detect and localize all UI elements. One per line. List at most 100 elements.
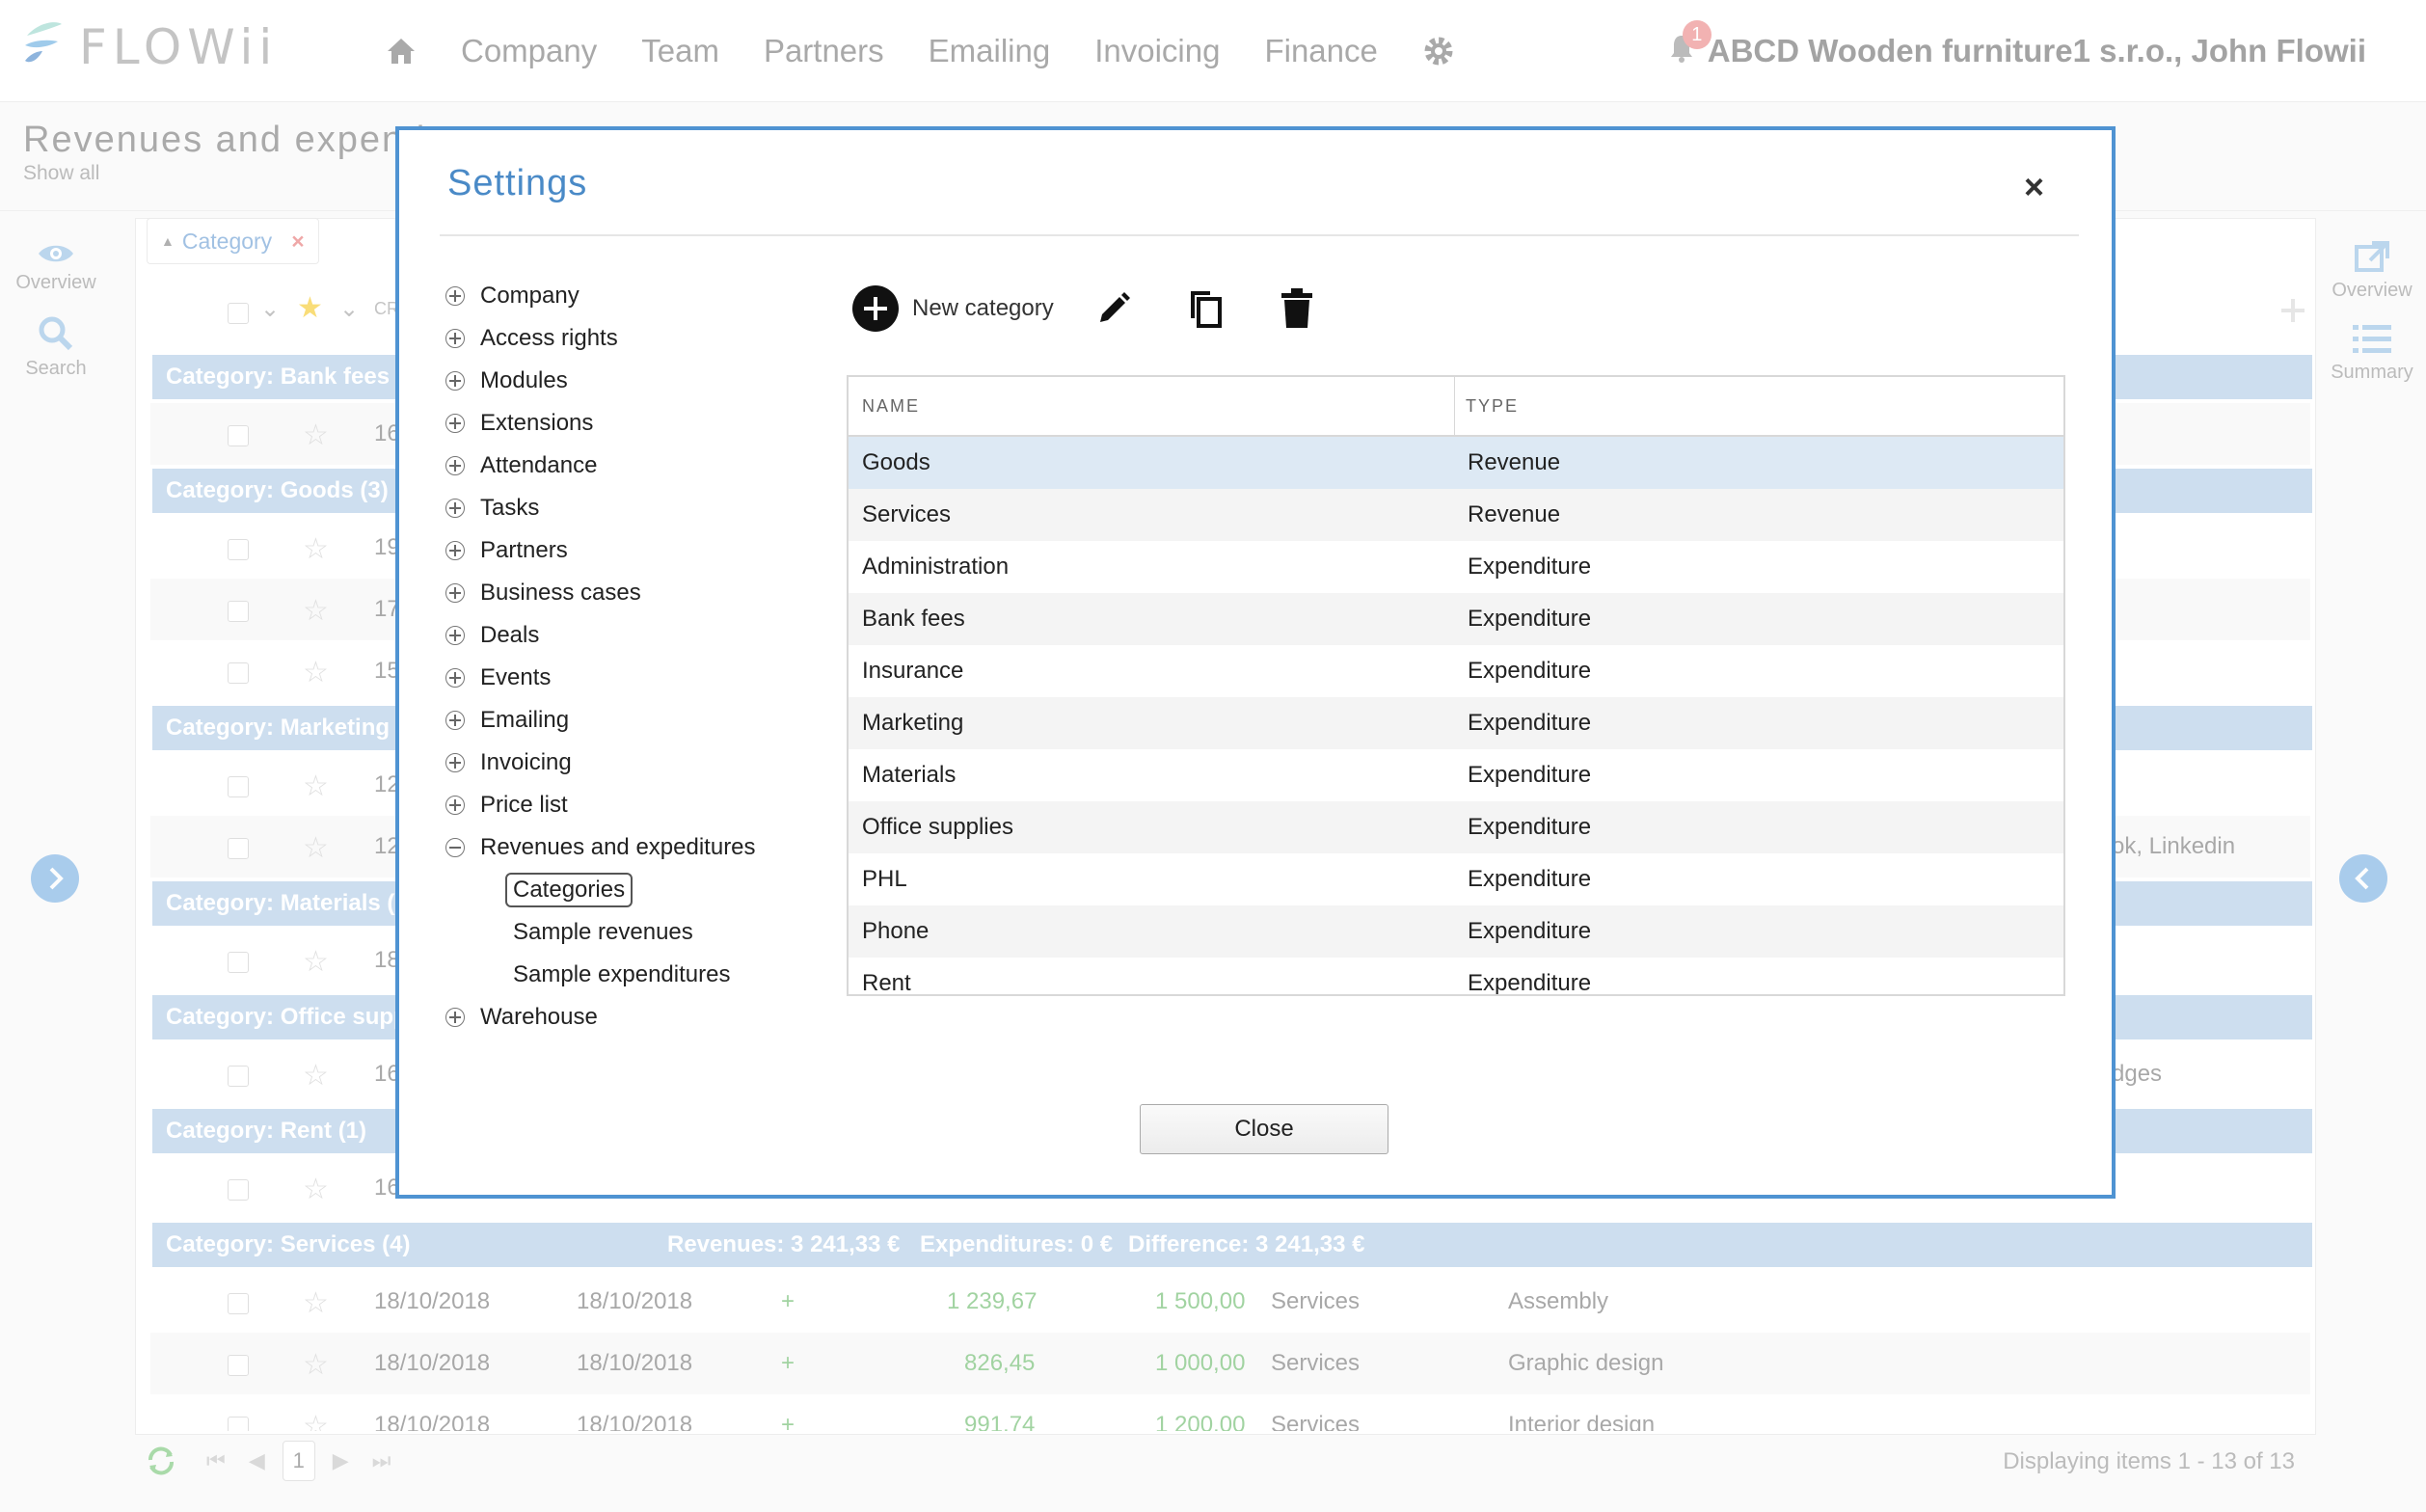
star-icon[interactable]: ☆ (303, 595, 329, 627)
table-row[interactable]: Services Revenue (849, 489, 2063, 541)
expand-icon[interactable] (445, 371, 465, 391)
expand-icon[interactable] (445, 668, 465, 688)
row-checkbox[interactable] (228, 425, 249, 446)
column-header-type[interactable]: TYPE (1466, 396, 1520, 416)
tree-item-warehouse[interactable]: Warehouse (445, 996, 756, 1039)
logo[interactable]: FLOWii (21, 14, 278, 81)
summary-tool[interactable]: Summary (2318, 323, 2426, 384)
row-checkbox[interactable] (228, 662, 249, 684)
nav-partners[interactable]: Partners (763, 32, 884, 68)
row-checkbox[interactable] (228, 838, 249, 859)
tree-item-extensions[interactable]: Extensions (445, 402, 756, 445)
star-icon[interactable]: ☆ (303, 770, 329, 802)
table-row[interactable]: ☆ 18/10/2018 18/10/2018 + 1 239,67 1 500… (150, 1271, 2310, 1333)
row-checkbox[interactable] (228, 1179, 249, 1201)
row-checkbox[interactable] (228, 1066, 249, 1087)
gear-icon[interactable] (1422, 35, 1455, 68)
refresh-icon[interactable] (145, 1446, 177, 1475)
close-icon[interactable]: × (2023, 167, 2044, 206)
chevron-down-icon[interactable]: ⌄ (339, 296, 360, 322)
tree-item-tasks[interactable]: Tasks (445, 487, 756, 529)
delete-button[interactable] (1280, 287, 1314, 330)
table-row[interactable]: Marketing Expenditure (849, 697, 2063, 749)
star-icon[interactable]: ☆ (303, 1349, 329, 1381)
table-row[interactable]: Insurance Expenditure (862, 658, 1592, 684)
star-icon[interactable]: ☆ (303, 1060, 329, 1092)
expand-icon[interactable] (445, 711, 465, 730)
table-row[interactable]: Rent Expenditure (862, 970, 1592, 996)
star-icon[interactable]: ☆ (303, 1174, 329, 1205)
tree-item-modules[interactable]: Modules (445, 360, 756, 402)
row-checkbox[interactable] (228, 539, 249, 560)
row-checkbox[interactable] (228, 1293, 249, 1314)
tree-item-sample-expenditures[interactable]: Sample expenditures (513, 961, 731, 987)
expand-icon[interactable] (445, 626, 465, 645)
tree-item-invoicing[interactable]: Invoicing (445, 742, 756, 784)
table-row[interactable]: Office supplies Expenditure (849, 801, 2063, 853)
table-row[interactable]: Bank fees Expenditure (849, 593, 2063, 645)
row-checkbox[interactable] (228, 1417, 249, 1431)
expand-right-button[interactable] (2339, 854, 2387, 903)
search-tool[interactable]: Search (0, 315, 112, 380)
prev-page-icon[interactable]: ◀ (248, 1448, 265, 1472)
row-checkbox[interactable] (228, 1355, 249, 1376)
show-all-link[interactable]: Show all (23, 162, 100, 184)
nav-team[interactable]: Team (641, 32, 719, 68)
row-checkbox[interactable] (228, 601, 249, 622)
nav-emailing[interactable]: Emailing (928, 32, 1051, 68)
expand-icon[interactable] (445, 414, 465, 433)
row-checkbox[interactable] (228, 776, 249, 797)
add-icon[interactable] (2279, 297, 2306, 324)
tree-item-price-list[interactable]: Price list (445, 784, 756, 826)
star-icon[interactable]: ☆ (303, 946, 329, 978)
tree-item-revenues-expeditures[interactable]: Revenues and expeditures (445, 826, 756, 869)
last-page-icon[interactable]: ⏭ (371, 1448, 391, 1472)
expand-left-button[interactable] (31, 854, 79, 903)
group-header-services[interactable]: Category: Services (4) Revenues: 3 241,3… (152, 1223, 2312, 1267)
right-overview-tool[interactable]: Overview (2318, 239, 2426, 302)
nav-company[interactable]: Company (461, 32, 598, 68)
expand-icon[interactable] (445, 1008, 465, 1027)
copy-button[interactable] (1187, 287, 1226, 330)
nav-invoicing[interactable]: Invoicing (1094, 32, 1221, 68)
next-page-icon[interactable]: ▶ (332, 1448, 349, 1472)
star-icon[interactable]: ☆ (303, 657, 329, 688)
expand-icon[interactable] (445, 456, 465, 475)
table-row[interactable]: ☆ 18/10/2018 18/10/2018 + 826,45 1 000,0… (150, 1333, 2310, 1394)
first-page-icon[interactable]: ⏮ (206, 1448, 226, 1472)
company-user[interactable]: ABCD Wooden furniture1 s.r.o., John Flow… (1707, 32, 2366, 68)
table-row[interactable]: Materials Expenditure (862, 762, 1592, 788)
table-row[interactable]: Phone Expenditure (849, 905, 2063, 958)
select-all-checkbox[interactable] (228, 303, 249, 324)
table-row[interactable]: Goods Revenue (849, 437, 2063, 489)
expand-icon[interactable] (445, 499, 465, 518)
collapse-icon[interactable] (445, 838, 465, 857)
tree-item-business-cases[interactable]: Business cases (445, 572, 756, 614)
table-row[interactable]: PHL Expenditure (862, 866, 1592, 892)
star-icon[interactable]: ☆ (303, 1287, 329, 1319)
page-number[interactable]: 1 (282, 1441, 315, 1481)
table-row[interactable]: Administration Expenditure (862, 554, 1592, 580)
row-checkbox[interactable] (228, 952, 249, 973)
expand-icon[interactable] (445, 753, 465, 772)
star-icon[interactable]: ☆ (303, 832, 329, 864)
column-header-fragment[interactable]: CR (374, 299, 399, 318)
tree-item-attendance[interactable]: Attendance (445, 445, 756, 487)
expand-icon[interactable] (445, 286, 465, 306)
tree-item-sample-revenues[interactable]: Sample revenues (513, 919, 693, 945)
expand-icon[interactable] (445, 329, 465, 348)
tree-item-partners[interactable]: Partners (445, 529, 756, 572)
chevron-down-icon[interactable]: ⌄ (260, 296, 281, 322)
edit-button[interactable] (1094, 289, 1133, 328)
expand-icon[interactable] (445, 541, 465, 560)
category-filter-chip[interactable]: ▲ Category × (147, 218, 319, 264)
tree-item-company[interactable]: Company (445, 275, 756, 317)
tree-item-access-rights[interactable]: Access rights (445, 317, 756, 360)
star-icon[interactable]: ☆ (303, 533, 329, 565)
new-category-button[interactable]: New category (852, 285, 1054, 332)
star-icon[interactable]: ☆ (303, 1411, 329, 1431)
tree-item-categories[interactable]: Categories (445, 869, 756, 911)
tree-item-deals[interactable]: Deals (445, 614, 756, 657)
home-icon[interactable] (386, 37, 417, 66)
table-row[interactable]: ☆ 18/10/2018 18/10/2018 + 991,74 1 200,0… (150, 1394, 2310, 1431)
